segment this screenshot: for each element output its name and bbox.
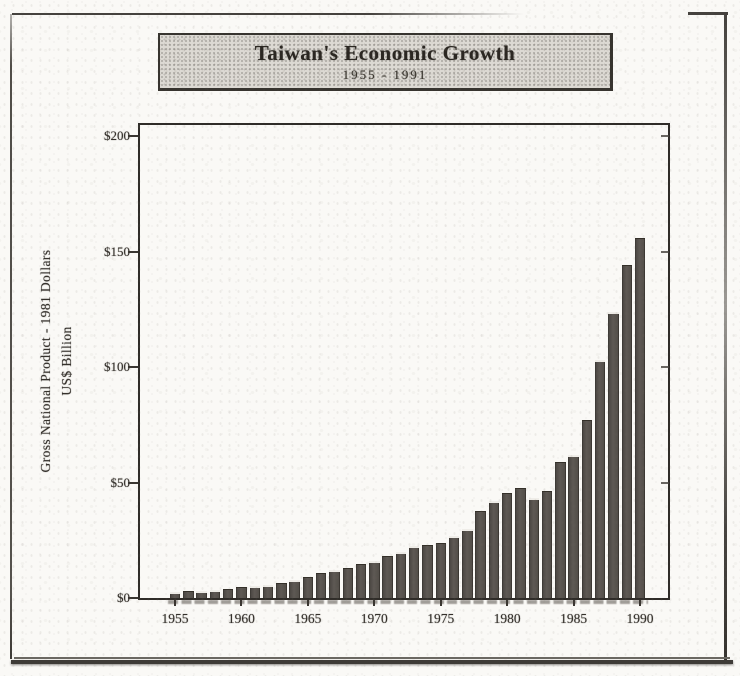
y-tick-mark-right	[661, 481, 669, 484]
x-tick-label: 1965	[294, 611, 322, 626]
bar-1985	[568, 455, 579, 598]
y-tick-label: $0	[117, 590, 130, 605]
bar-1967	[329, 570, 340, 598]
bar-1976	[448, 536, 460, 598]
bar-1984	[555, 462, 566, 598]
y-tick-mark	[128, 366, 138, 368]
x-tick-mark	[572, 600, 575, 606]
x-tick-mark	[639, 600, 641, 606]
page-border-right	[724, 14, 727, 660]
x-tick-mark	[240, 600, 243, 606]
bar-1968	[342, 568, 353, 598]
bar-1962	[262, 585, 274, 598]
x-tick-label: 1960	[227, 611, 255, 626]
y-tick-label: $100	[104, 359, 130, 374]
bar-1960	[236, 587, 247, 598]
y-tick-mark-right	[661, 135, 669, 137]
bar-1989	[621, 265, 632, 598]
chart-subtitle: 1955 - 1991	[342, 67, 428, 82]
chart-title-banner: Taiwan's Economic Growth 1955 - 1991	[158, 33, 613, 91]
y-tick-mark	[128, 250, 138, 253]
x-tick-label: 1980	[493, 611, 521, 626]
y-axis-title-line1: Gross National Product - 1981 Dollars	[38, 249, 53, 473]
bar-1966	[315, 573, 327, 598]
page-border-bottom-thin	[14, 657, 730, 659]
x-tick-mark	[506, 600, 509, 606]
bar-1987	[594, 360, 606, 598]
bar-1963	[276, 583, 287, 598]
bar-1957	[196, 591, 207, 598]
x-tick-label: 1990	[626, 611, 654, 626]
page-border-top-right	[688, 12, 728, 15]
plot-area	[138, 123, 670, 600]
y-tick-mark-right	[661, 366, 669, 368]
x-tick-label: 1955	[161, 611, 189, 626]
page-border-left	[10, 14, 12, 659]
y-axis-title: Gross National Product - 1981 Dollars US…	[35, 151, 81, 571]
bar-1965	[302, 577, 314, 598]
bar-1959	[222, 589, 234, 598]
x-tick-label: 1970	[360, 611, 388, 626]
chart-title: Taiwan's Economic Growth	[254, 41, 516, 65]
bar-1969	[355, 564, 367, 598]
bar-1964	[289, 580, 300, 598]
bar-1978	[475, 511, 486, 598]
baseline-smudge	[168, 600, 648, 604]
y-tick-mark	[128, 481, 138, 484]
bar-1982	[528, 498, 539, 598]
bar-1981	[515, 488, 526, 598]
x-tick-mark	[439, 600, 442, 606]
bar-1988	[608, 312, 619, 598]
page-border-top	[12, 13, 524, 15]
bar-1975	[435, 543, 446, 598]
bar-1990	[634, 238, 646, 598]
bar-1955	[169, 592, 181, 598]
bar-1958	[209, 590, 221, 598]
bar-1980	[501, 493, 513, 598]
x-tick-mark	[306, 600, 309, 606]
bar-1961	[249, 586, 260, 598]
y-tick-mark-right	[661, 250, 669, 253]
page-border-bottom-thick	[11, 660, 733, 664]
bar-1956	[183, 591, 194, 598]
x-tick-mark	[174, 600, 176, 606]
bar-1977	[462, 529, 473, 598]
x-tick-mark	[373, 600, 376, 606]
y-tick-label: $150	[104, 243, 130, 259]
bar-1970	[369, 561, 380, 598]
bar-1971	[382, 556, 393, 598]
x-tick-label: 1975	[427, 611, 455, 626]
bar-1974	[422, 545, 433, 598]
bar-1972	[395, 552, 407, 598]
y-tick-mark	[128, 135, 138, 137]
y-axis-title-line2: US$ Billion	[59, 326, 74, 396]
y-tick-label: $50	[110, 474, 131, 490]
bar-1979	[488, 501, 500, 598]
y-tick-mark	[128, 597, 138, 599]
bar-1983	[541, 491, 553, 598]
bar-1986	[581, 420, 593, 598]
bar-1973	[408, 546, 420, 598]
x-tick-label: 1985	[560, 611, 588, 626]
y-tick-label: $200	[104, 128, 130, 143]
